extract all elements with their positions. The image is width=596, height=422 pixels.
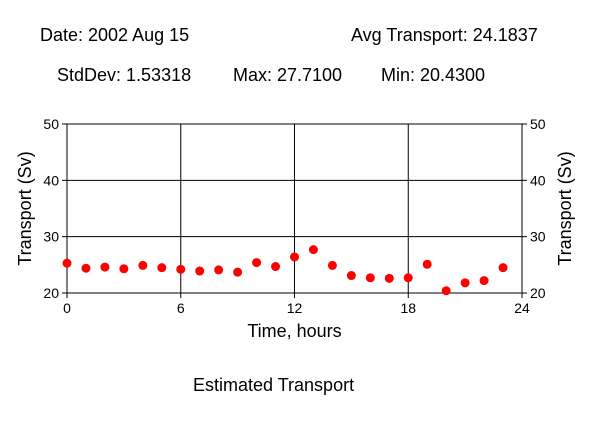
y-tick-label-left: 40 — [43, 172, 59, 188]
y-axis-title-right: Transport (Sv) — [555, 151, 575, 265]
data-point — [479, 276, 489, 286]
x-tick-label: 0 — [63, 300, 71, 316]
data-point — [441, 286, 451, 296]
data-point — [100, 262, 110, 272]
y-tick-label-right: 50 — [530, 116, 546, 132]
data-point — [327, 260, 337, 270]
data-point — [403, 273, 413, 283]
y-tick-label-right: 20 — [530, 285, 546, 301]
y-axis-title-left: Transport (Sv) — [15, 151, 35, 265]
y-tick-label-right: 40 — [530, 172, 546, 188]
data-point — [81, 263, 91, 273]
x-tick-label: 6 — [177, 300, 185, 316]
data-point — [195, 266, 205, 276]
chart-caption: Estimated Transport — [193, 375, 355, 395]
y-tick-label-left: 30 — [43, 229, 59, 245]
grid — [67, 124, 522, 293]
data-point — [176, 264, 186, 274]
x-axis-title: Time, hours — [247, 321, 341, 341]
x-tick-label: 18 — [400, 300, 416, 316]
y-tick-label-left: 50 — [43, 116, 59, 132]
data-point — [271, 262, 281, 272]
data-point — [290, 252, 299, 262]
max-label: Max: 27.7100 — [233, 65, 343, 85]
data-point — [365, 273, 375, 283]
data-point — [422, 259, 432, 269]
data-point — [346, 271, 356, 281]
avg-transport-label: Avg Transport: 24.1837 — [351, 25, 538, 45]
min-label: Min: 20.4300 — [381, 65, 486, 85]
data-point — [157, 263, 167, 273]
data-point — [62, 258, 72, 268]
date-label: Date: 2002 Aug 15 — [40, 25, 190, 45]
data-point — [214, 265, 224, 275]
data-point — [498, 263, 508, 273]
data-point — [233, 267, 243, 277]
data-point — [138, 260, 148, 270]
data-point — [119, 264, 129, 274]
data-points — [62, 245, 508, 296]
data-point — [460, 278, 470, 288]
data-point — [308, 245, 318, 255]
stddev-label: StdDev: 1.53318 — [57, 65, 192, 85]
y-tick-label-left: 20 — [43, 285, 59, 301]
x-tick-label: 12 — [287, 300, 303, 316]
y-tick-label-right: 30 — [530, 229, 546, 245]
data-point — [252, 258, 262, 268]
x-tick-label: 24 — [514, 300, 530, 316]
data-point — [384, 273, 394, 283]
